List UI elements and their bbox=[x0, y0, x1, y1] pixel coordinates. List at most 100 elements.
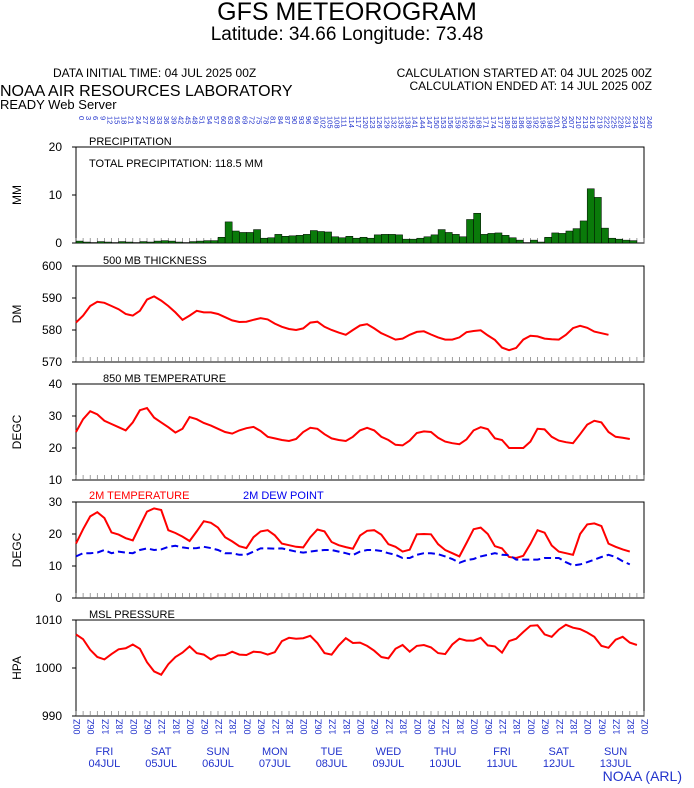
panel-2-title: 500 MB THICKNESS bbox=[103, 255, 207, 267]
top-hour-label: 198 bbox=[546, 116, 555, 129]
calculation-ended: CALCULATION ENDED AT: 14 JUL 2025 00Z bbox=[409, 79, 652, 93]
top-hour-label: 18 bbox=[120, 116, 129, 124]
panel-1-y-tick-label: 0 bbox=[55, 236, 62, 250]
top-hour-label: 48 bbox=[191, 116, 200, 124]
precip-bar bbox=[125, 241, 134, 244]
panel-5-series-line bbox=[75, 623, 638, 676]
bottom-time-label: 00Z bbox=[413, 719, 423, 735]
top-hour-label: 24 bbox=[134, 116, 143, 124]
panel-3-y-tick-label: 20 bbox=[49, 441, 63, 455]
precip-bar bbox=[168, 240, 176, 244]
top-hour-label: 189 bbox=[524, 116, 533, 129]
precip-bar bbox=[97, 241, 105, 244]
bottom-time-label: 18Z bbox=[115, 719, 125, 735]
chart-title: GFS METEOROGRAM bbox=[217, 0, 477, 26]
top-hour-label: 123 bbox=[368, 116, 377, 129]
precip-bar bbox=[352, 237, 361, 244]
panel-2-y-tick-label: 580 bbox=[42, 323, 62, 337]
server-name: READY Web Server bbox=[0, 97, 117, 112]
top-hour-label: 45 bbox=[184, 116, 193, 124]
precip-bar bbox=[196, 240, 205, 244]
top-hour-label: 84 bbox=[276, 116, 285, 124]
precip-bar bbox=[437, 229, 446, 244]
top-hour-label: 81 bbox=[269, 116, 278, 124]
precip-bar bbox=[487, 233, 496, 244]
day-of-week-label: FRI bbox=[96, 746, 114, 758]
precip-bar bbox=[544, 236, 552, 244]
panel-3-y-tick-label: 40 bbox=[49, 377, 63, 391]
bottom-time-label: 12Z bbox=[157, 719, 167, 735]
precip-bar bbox=[601, 227, 609, 244]
top-hour-label: 111 bbox=[340, 116, 349, 127]
top-hour-label: 165 bbox=[468, 116, 477, 129]
bottom-time-label: 18Z bbox=[399, 719, 409, 735]
precip-bar bbox=[239, 232, 247, 244]
day-of-week-label: TUE bbox=[321, 746, 343, 758]
top-hour-label: 135 bbox=[397, 116, 406, 129]
top-hour-label: 174 bbox=[489, 116, 498, 129]
precip-bar bbox=[480, 234, 489, 244]
top-hour-label: 126 bbox=[375, 116, 384, 129]
panel-4-y-axis-label: DEGC bbox=[10, 532, 24, 567]
bottom-time-label: 12Z bbox=[441, 719, 451, 735]
precip-bar bbox=[288, 235, 297, 244]
day-of-week-label: SAT bbox=[151, 746, 172, 758]
precip-bar bbox=[231, 230, 240, 244]
precip-bar bbox=[210, 240, 219, 244]
top-hour-label: 192 bbox=[531, 116, 540, 129]
top-hour-label: 153 bbox=[439, 116, 448, 129]
top-hour-label: 213 bbox=[581, 116, 590, 129]
precip-bar bbox=[274, 234, 283, 244]
top-hour-label: 36 bbox=[162, 116, 171, 124]
top-hour-label: 66 bbox=[233, 116, 242, 124]
precip-bar bbox=[246, 232, 254, 244]
top-hour-label: 138 bbox=[404, 116, 413, 129]
bottom-time-label: 18Z bbox=[455, 719, 465, 735]
lab-name: NOAA AIR RESOURCES LABORATORY bbox=[0, 83, 293, 100]
bottom-time-label: 06Z bbox=[313, 719, 323, 735]
bottom-time-label: 12Z bbox=[100, 719, 110, 735]
date-label: 10JUL bbox=[429, 758, 461, 770]
bottom-time-label: 00Z bbox=[583, 719, 593, 735]
panel-5-y-axis-label: HPA bbox=[10, 656, 24, 680]
precip-bar bbox=[473, 212, 481, 244]
top-hour-label: 162 bbox=[460, 116, 469, 129]
top-hour-label: 72 bbox=[247, 116, 256, 124]
precip-bar bbox=[217, 236, 226, 244]
top-hour-label: 78 bbox=[262, 116, 271, 124]
bottom-time-label: 12Z bbox=[612, 719, 622, 735]
precip-bar bbox=[501, 235, 510, 244]
bottom-time-label: 12Z bbox=[498, 719, 508, 735]
precip-bar bbox=[537, 241, 545, 244]
bottom-time-label: 00Z bbox=[242, 719, 252, 735]
precip-bar bbox=[82, 241, 91, 244]
bottom-time-label: 00Z bbox=[186, 719, 196, 735]
panel-2-y-tick-label: 590 bbox=[42, 291, 62, 305]
precip-bar bbox=[203, 240, 212, 244]
precip-bar bbox=[324, 231, 332, 244]
panel-3-y-tick-label: 30 bbox=[49, 409, 63, 423]
dew-point-line bbox=[75, 544, 631, 567]
panel-2-y-axis-label: DM bbox=[10, 305, 24, 324]
top-hour-label: 156 bbox=[446, 116, 455, 129]
precip-bar bbox=[160, 240, 169, 244]
precip-bar bbox=[586, 188, 595, 244]
top-hour-label: 87 bbox=[283, 116, 292, 124]
top-hour-label: 204 bbox=[560, 116, 569, 129]
panel-2-series-line bbox=[75, 295, 609, 352]
top-hour-label: 75 bbox=[255, 116, 264, 124]
date-label: 09JUL bbox=[373, 758, 405, 770]
bottom-time-label: 12Z bbox=[384, 719, 394, 735]
precip-bar bbox=[452, 234, 460, 244]
day-of-week-label: THU bbox=[434, 746, 457, 758]
bottom-time-label: 18Z bbox=[626, 719, 636, 735]
top-hour-label: 12 bbox=[105, 116, 114, 124]
panel-5-frame bbox=[75, 619, 645, 717]
top-hour-label: 234 bbox=[631, 116, 640, 129]
top-hour-label: 120 bbox=[361, 116, 370, 129]
precip-bar bbox=[331, 236, 339, 244]
top-hour-label: 21 bbox=[127, 116, 136, 124]
top-hour-label: 171 bbox=[482, 116, 491, 129]
precip-bar bbox=[175, 241, 183, 244]
